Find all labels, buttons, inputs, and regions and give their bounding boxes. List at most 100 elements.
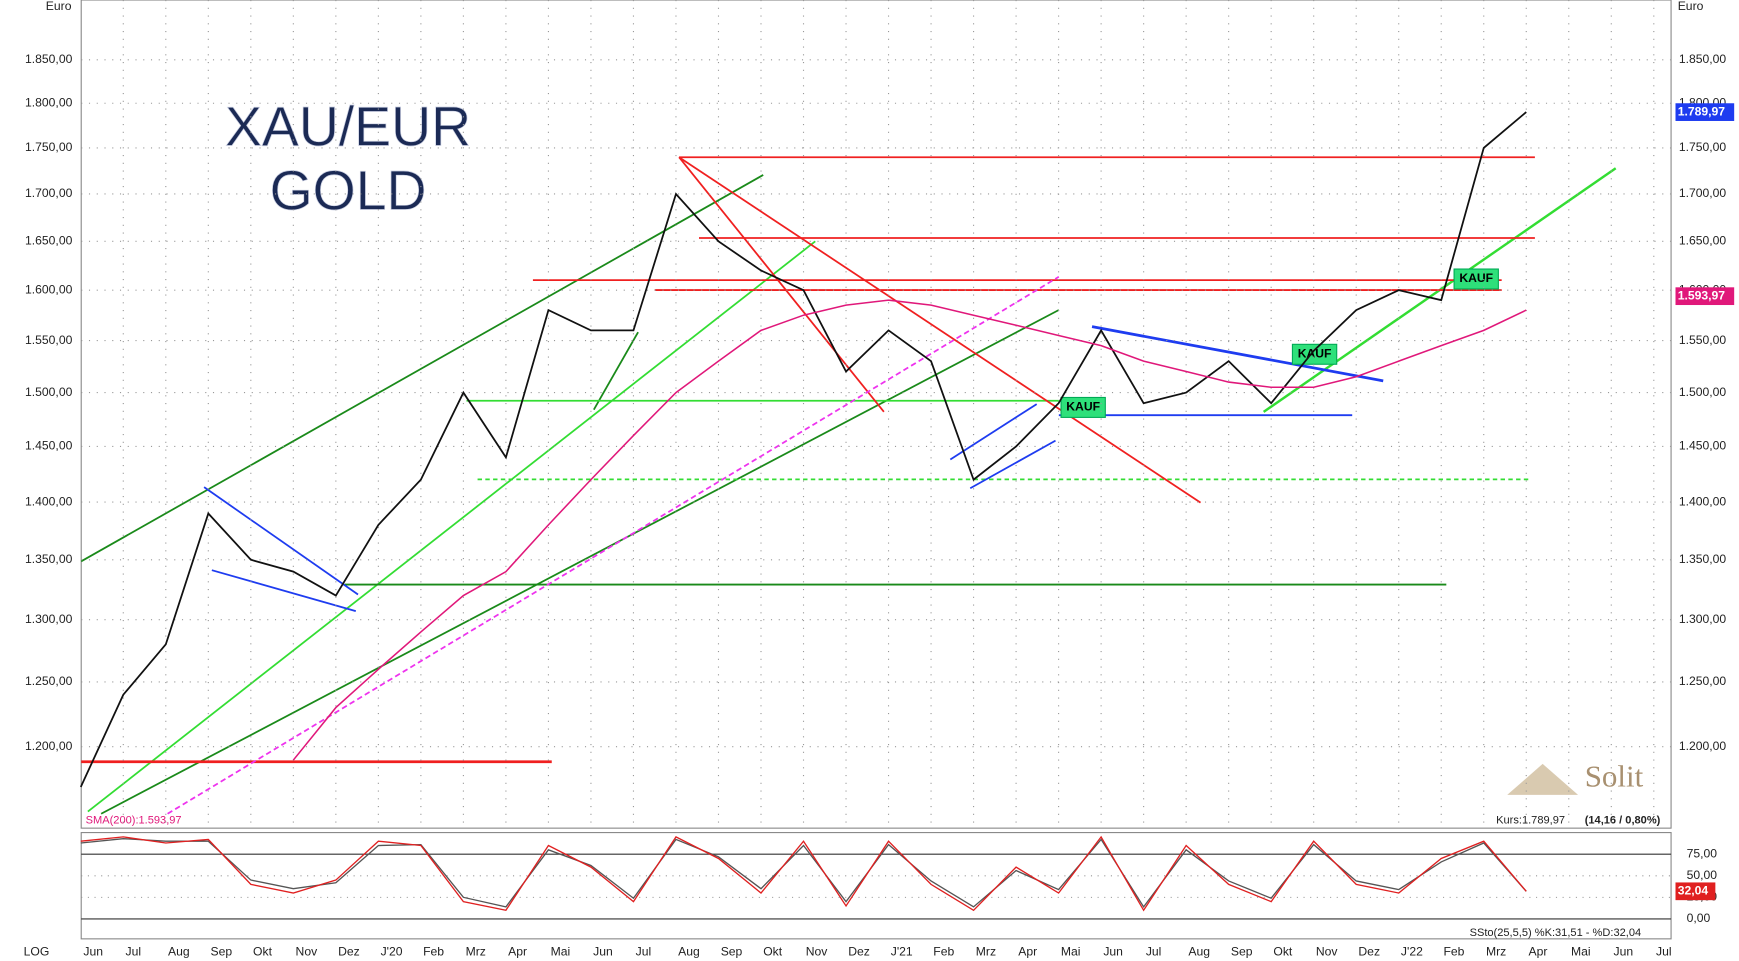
x-tick-label: J'20 [381, 944, 403, 958]
x-tick-label: J'22 [1401, 944, 1423, 958]
x-tick-label: Sep [721, 944, 743, 958]
x-tick-label: Feb [933, 944, 954, 958]
y-tick-label: 1.250,00 [25, 674, 73, 688]
plot: 1.200,00 1.200,00 1.250,00 1.250,00 1.300,00… [25, 0, 1735, 958]
stoch-tick-label: 75,00 [1687, 846, 1718, 860]
x-tick-label: Aug [1188, 944, 1210, 958]
price-tag-box [1675, 103, 1735, 121]
stoch-k-line [80, 835, 1527, 912]
chart-title: XAU/EUR [225, 95, 471, 157]
y-tick-label: 1.850,00 [25, 52, 73, 66]
y-tick-label-right: 1.300,00 [1679, 612, 1727, 626]
x-tick-label: Dez [1358, 944, 1380, 958]
x-tick-label: Jul [126, 944, 142, 958]
y-tick-label: 1.500,00 [25, 385, 73, 399]
y-tick-label-right: 1.650,00 [1679, 234, 1727, 248]
stoch-tag: 32,04 [1678, 884, 1709, 898]
trend-lines [80, 156, 1617, 815]
x-tick-label: Jun [83, 944, 103, 958]
price-tag: 1.593,97 [1678, 288, 1726, 302]
x-tick-label: Okt [1273, 944, 1293, 958]
y-tick-label: 1.550,00 [25, 333, 73, 347]
x-tick-label: Dez [338, 944, 360, 958]
signals: KAUF KAUF KAUF [1060, 268, 1499, 418]
price-label: Kurs:1.789,97 [1496, 814, 1565, 826]
sma-line [292, 299, 1527, 761]
x-tick-label: Apr [508, 944, 527, 958]
x-tick-label: Nov [1316, 944, 1339, 958]
y-tick-label-right: 1.500,00 [1679, 385, 1727, 399]
brand-logo [1507, 763, 1579, 795]
y-tick-label-right: 1.350,00 [1679, 552, 1727, 566]
price-tag-box [1675, 287, 1735, 306]
x-tick-label: Aug [168, 944, 190, 958]
stoch-tick-label: 50,00 [1687, 868, 1718, 882]
x-tick-label: Mai [1571, 944, 1591, 958]
x-tick-label: Feb [423, 944, 444, 958]
x-tick-label: Sep [211, 944, 233, 958]
x-tick-label: J'21 [891, 944, 913, 958]
scale-mode: LOG [24, 944, 50, 958]
y-tick-label-right: 1.200,00 [1679, 739, 1727, 753]
x-tick-label: Nov [296, 944, 319, 958]
x-tick-label: Jun [1614, 944, 1634, 958]
stoch-tick-label: 0,00 [1687, 911, 1711, 925]
signal-box [1453, 268, 1499, 290]
signal-box [1060, 396, 1106, 418]
y-tick-label: 1.700,00 [25, 186, 73, 200]
price-tag: 1.789,97 [1678, 104, 1726, 118]
signal-label: KAUF [1459, 271, 1493, 285]
y-tick-label: 1.650,00 [25, 234, 73, 248]
y-tick-label-right: 1.700,00 [1679, 186, 1727, 200]
chart-subtitle: GOLD [270, 159, 427, 221]
x-tick-label: Mai [1061, 944, 1081, 958]
stoch-panel [80, 832, 1672, 940]
x-tick-label: Jul [1656, 944, 1672, 958]
x-tick-label: Apr [1528, 944, 1547, 958]
y-unit-right: Euro [1678, 0, 1704, 13]
y-tick-label-right: 1.750,00 [1679, 140, 1727, 154]
x-tick-label: Mrz [976, 944, 996, 958]
x-tick-label: Mai [551, 944, 571, 958]
signal-label: KAUF [1066, 400, 1100, 414]
x-tick-label: Dez [848, 944, 870, 958]
x-tick-label: Okt [763, 944, 783, 958]
x-tick-label: Nov [806, 944, 829, 958]
x-tick-label: Aug [678, 944, 700, 958]
x-tick-label: Mrz [1486, 944, 1506, 958]
x-tick-label: Jun [593, 944, 613, 958]
x-tick-label: Jul [1146, 944, 1162, 958]
signal-box [1291, 343, 1338, 365]
y-tick-label-right: 1.850,00 [1679, 52, 1727, 66]
stoch-label: SSto(25,5,5) %K:31,51 - %D:32,04 [1470, 927, 1642, 939]
y-tick-label: 1.750,00 [25, 140, 73, 154]
x-tick-label: Mrz [466, 944, 486, 958]
y-tick-label-right: 1.550,00 [1679, 333, 1727, 347]
brand: Solit [1585, 759, 1644, 794]
stoch-tag-box [1675, 882, 1716, 901]
x-tick-label: Apr [1018, 944, 1037, 958]
y-tick-label-right: 1.400,00 [1679, 494, 1727, 508]
change-label: (14,16 / 0,80%) [1585, 814, 1661, 826]
y-tick-label-right: 1.250,00 [1679, 674, 1727, 688]
y-tick-label: 1.800,00 [25, 95, 73, 109]
x-tick-label: Okt [253, 944, 273, 958]
y-unit: Euro [46, 0, 72, 13]
y-tick-label-right: 1.450,00 [1679, 439, 1727, 453]
signal-label: KAUF [1298, 347, 1332, 361]
y-tick-label: 1.400,00 [25, 494, 73, 508]
x-tick-label: Sep [1231, 944, 1253, 958]
price-panel [80, 0, 1672, 829]
x-tick-label: Jul [636, 944, 652, 958]
y-tick-label: 1.600,00 [25, 282, 73, 296]
y-tick-label: 1.450,00 [25, 439, 73, 453]
y-tick-label: 1.200,00 [25, 739, 73, 753]
x-tick-label: Jun [1103, 944, 1123, 958]
y-tick-label: 1.350,00 [25, 552, 73, 566]
sma-label: SMA(200):1.593,97 [86, 814, 182, 826]
x-tick-label: Feb [1443, 944, 1464, 958]
price-line [79, 111, 1527, 788]
y-tick-label: 1.300,00 [25, 612, 73, 626]
